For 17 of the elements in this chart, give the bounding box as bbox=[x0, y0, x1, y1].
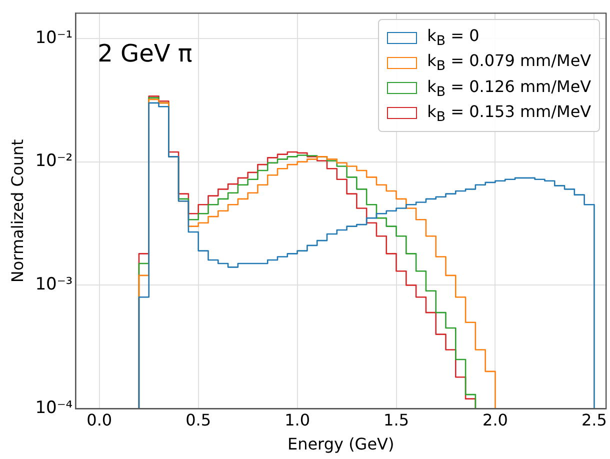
legend-label: k$_{B}$ = 0.079 mm/MeV bbox=[427, 51, 592, 75]
x-axis-title: Energy (GeV) bbox=[287, 434, 394, 454]
x-tick-label: 2.5 bbox=[581, 410, 607, 430]
y-axis-title: Normalized Count bbox=[8, 139, 27, 283]
legend-label: k$_{B}$ = 0.153 mm/MeV bbox=[427, 102, 592, 125]
x-tick-label: 0.5 bbox=[186, 410, 212, 430]
legend-label: k$_{B}$ = 0.126 mm/MeV bbox=[427, 76, 592, 100]
y-tick-label: 10⁻³ bbox=[35, 274, 73, 295]
x-tick-label: 1.5 bbox=[384, 410, 409, 430]
y-tick-label: 10⁻¹ bbox=[35, 28, 73, 48]
x-tick-label: 2.0 bbox=[482, 410, 508, 430]
x-tick-label: 0.0 bbox=[86, 410, 112, 430]
x-tick-label: 1.0 bbox=[284, 410, 310, 430]
legend-label: k$_{B}$ = 0 bbox=[427, 26, 480, 50]
annotation: 2 GeV π bbox=[98, 39, 192, 68]
y-tick-label: 10⁻⁴ bbox=[35, 398, 73, 418]
y-tick-label: 10⁻² bbox=[35, 151, 73, 172]
